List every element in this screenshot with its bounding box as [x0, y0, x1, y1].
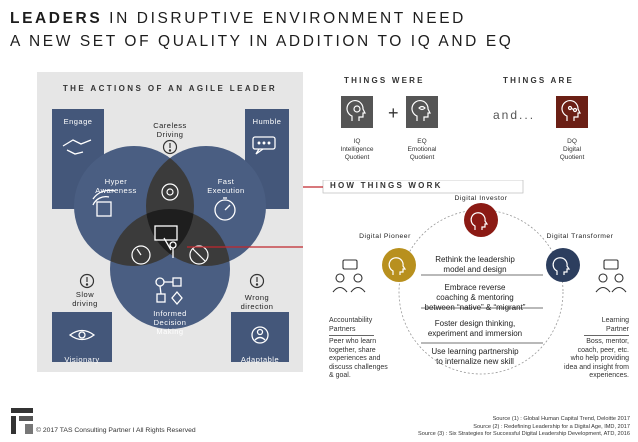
- visionary-box: [52, 312, 112, 362]
- iq-caption: IQ Intelligence Quotient: [340, 138, 374, 161]
- radar-awareness-icon: [92, 189, 116, 217]
- adaptable-people-icon: [251, 326, 269, 344]
- investor-head-icon: [470, 212, 489, 230]
- informed-decision-label: Informed Decision Making: [153, 309, 187, 336]
- tas-logo-icon: [11, 408, 33, 434]
- transformer-head-icon: [552, 257, 571, 275]
- step-rethink: Rethink the leadership model and design: [435, 255, 515, 274]
- things-are-title: THINGS ARE: [503, 76, 575, 85]
- engage-handshake-icon: [62, 139, 92, 155]
- digital-transformer-label: Digital Transformer: [546, 233, 614, 240]
- decision-flowchart-icon: [155, 277, 183, 306]
- things-were-title: THINGS WERE: [344, 76, 425, 85]
- wrong-direction-overlap-icon: [189, 245, 209, 265]
- how-things-work-title: HOW THINGS WORK: [330, 181, 443, 190]
- step-reverse-coaching: Embrace reverse coaching & mentoring betwe…: [424, 283, 526, 312]
- digital-pioneer-circle: [382, 248, 416, 282]
- digital-transformer-circle: [546, 248, 580, 282]
- agile-venn-diagram: [52, 109, 303, 362]
- and-text: and...: [493, 108, 536, 122]
- careless-warning-icon: [162, 139, 178, 155]
- careless-driving-overlap-icon: [161, 183, 179, 201]
- visionary-eye-icon: [68, 329, 96, 341]
- step-learning-partnership: Use learning partnership to internalize n…: [431, 347, 519, 366]
- dq-brain-icon: [556, 96, 588, 128]
- slow-warning-icon: [79, 273, 95, 289]
- wrong-warning-icon: [249, 273, 265, 289]
- adaptable-label: Adaptable: [240, 355, 280, 364]
- how-things-work-graphic: [303, 180, 627, 375]
- learning-partner-title: Learning Partner: [601, 317, 629, 333]
- accountability-partners-desc: Peer who learn together, share experiences…: [329, 338, 388, 379]
- humble-chat-icon: [252, 136, 276, 155]
- left-divider: [329, 335, 374, 336]
- digital-investor-label: Digital Investor: [454, 195, 508, 202]
- hyper-awareness-label: Hyper Awareness: [95, 177, 137, 195]
- engage-label: Engage: [63, 117, 93, 126]
- copyright-text: © 2017 TAS Consulting Partner I All Righ…: [36, 427, 196, 434]
- title-line-1: LEADERS IN DISRUPTIVE ENVIRONMENT NEED: [10, 10, 466, 27]
- accountability-partners-title: Accountability Partners: [329, 317, 373, 333]
- fast-execution-label: Fast Execution: [207, 177, 245, 195]
- wrong-direction-label: Wrong direction: [240, 293, 274, 311]
- stopwatch-icon: [214, 197, 236, 221]
- humble-label: Humble: [252, 117, 282, 126]
- step-design-thinking: Foster design thinking, experiment and im…: [427, 319, 523, 338]
- title-line-2: A NEW SET OF QUALITY IN ADDITION TO IQ A…: [10, 33, 514, 50]
- careless-driving-label: Careless Driving: [153, 121, 187, 139]
- slow-driving-label: Slow driving: [72, 290, 98, 308]
- iq-brain-icon: [341, 96, 373, 128]
- learning-partner-icon: [595, 259, 627, 293]
- leader-presenting-icon: [154, 225, 178, 258]
- accountability-partners-icon: [332, 259, 366, 293]
- learning-partner-desc: Boss, mentor, coach, peer, etc. who help p…: [564, 338, 629, 379]
- digital-pioneer-label: Digital Pioneer: [359, 233, 411, 240]
- pioneer-head-icon: [388, 257, 407, 275]
- right-divider: [584, 335, 629, 336]
- sources-list: Source (1) : Global Human Capital Trend,…: [418, 416, 630, 437]
- visionary-label: Visionary: [64, 355, 100, 364]
- plus-sign: +: [388, 103, 399, 123]
- agile-panel-title: THE ACTIONS OF AN AGILE LEADER: [62, 84, 278, 93]
- eq-caption: EQ Emotional Quotient: [407, 138, 437, 161]
- eq-brain-icon: [406, 96, 438, 128]
- slow-driving-overlap-icon: [131, 245, 151, 265]
- dq-caption: DQ Digital Quotient: [559, 138, 585, 161]
- digital-investor-circle: [464, 203, 498, 237]
